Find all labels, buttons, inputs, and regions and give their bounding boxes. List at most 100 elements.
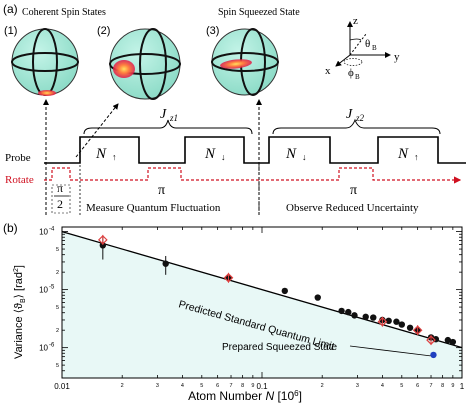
x-tick-label: 0.1 (256, 382, 268, 391)
spin-state-blob (113, 60, 135, 78)
y-axis-label: Variance ⟨ϑB⟩ [rad2] (13, 265, 27, 359)
sub-sql-region (62, 231, 462, 378)
arrow-down-2: ↓ (302, 152, 307, 162)
sphere-3 (211, 28, 279, 96)
data-point-black (314, 294, 321, 301)
pi-half-box (51, 184, 71, 214)
y-minor-label: 5 (56, 305, 59, 311)
observe-text: Observe Reduced Uncertainty (286, 202, 419, 214)
data-point-red (97, 235, 108, 245)
data-point-blue (430, 351, 437, 359)
probe-timing-line (44, 136, 466, 164)
data-point-black (406, 324, 414, 331)
pulse-label-1: N (95, 146, 107, 162)
brace-jz1 (83, 119, 253, 135)
probe-label: Probe (5, 152, 31, 164)
data-point-black (444, 336, 452, 344)
data-point-black (345, 308, 352, 316)
jz1-sub: z1 (169, 113, 178, 123)
jz2-label: J (346, 107, 353, 122)
y-tick-label: 10 (39, 286, 48, 295)
sql-line (61, 230, 463, 349)
axis-y-label: y (394, 51, 400, 63)
sphere-label-1: (1) (4, 25, 17, 37)
x-tick-label: 4 (181, 383, 184, 389)
data-point-black (449, 338, 457, 346)
x-tick-label: 4 (381, 383, 384, 389)
arrow-down-1: ↓ (221, 152, 226, 162)
pulse-label-2: N (204, 146, 216, 162)
jz1-label: J (160, 107, 167, 122)
data-point-black (370, 314, 377, 321)
y-tick-label: 10 (39, 344, 48, 353)
y-minor-label: 5 (56, 363, 59, 369)
x-tick-label: 6 (416, 383, 419, 389)
x-tick-label: 8 (241, 383, 244, 389)
rotate-label: Rotate (5, 174, 34, 186)
pi-half-den: 2 (57, 197, 63, 211)
panel-b-label: (b) (3, 221, 18, 235)
x-tick-label: 7 (429, 383, 432, 389)
phi-label: ϕ (348, 67, 354, 79)
spin-state-blob (38, 90, 56, 96)
x-tick-label: 1 (460, 382, 465, 391)
data-point-black (99, 242, 107, 249)
pulse-label-3: N (285, 146, 297, 162)
data-point-black (281, 287, 288, 295)
x-tick-label: 5 (400, 383, 403, 389)
x-tick-label: 8 (441, 383, 444, 389)
x-tick-label: 6 (216, 383, 219, 389)
data-point-red (223, 272, 234, 283)
data-point-red (426, 335, 436, 345)
pi-label-2: π (350, 183, 357, 198)
measure-text: Measure Quantum Fluctuation (86, 202, 221, 214)
data-point-red (412, 325, 423, 336)
theta-sub: B (372, 44, 377, 52)
axis-z-label: z (353, 15, 358, 27)
panel-a-label: (a) (3, 2, 18, 16)
x-tick-label: 0.01 (54, 382, 70, 391)
y-minor-label: 2 (56, 328, 59, 334)
x-tick-label: 5 (200, 383, 203, 389)
pulse-label-4: N (397, 146, 409, 162)
y-tick-exp: -5 (49, 285, 55, 291)
sphere-2 (109, 28, 181, 100)
y-tick-exp: -6 (49, 343, 55, 349)
rotate-timing-line (44, 167, 462, 184)
theta-label: θ (365, 38, 370, 50)
squeezed-state-blob (220, 59, 252, 69)
axis-x-label: x (325, 65, 331, 77)
data-point-red (377, 316, 388, 327)
sphere-label-2: (2) (97, 25, 110, 37)
x-tick-label: 3 (356, 383, 359, 389)
x-axis-label: Atom Number N [106] (188, 389, 302, 403)
y-minor-label: 5 (56, 247, 59, 253)
data-point-black (362, 313, 369, 321)
squeezed-pointer (349, 345, 431, 357)
brace-jz2 (272, 118, 441, 135)
y-tick-exp: -4 (49, 227, 55, 233)
squeezed-label: Prepared Squeezed State (222, 342, 338, 353)
arrow-up-1: ↑ (112, 152, 117, 162)
x-tick-label: 2 (121, 383, 124, 389)
sphere-1 (11, 28, 79, 96)
x-tick-label: 7 (229, 383, 232, 389)
sphere-label-3: (3) (206, 25, 219, 37)
data-point-black (393, 318, 400, 325)
x-tick-label: 3 (156, 383, 159, 389)
x-tick-label: 2 (321, 383, 324, 389)
y-minor-label: 2 (56, 270, 59, 276)
data-point-black (398, 321, 405, 328)
squeezed-title: Spin Squeezed State (218, 7, 300, 18)
pi-label-1: π (158, 183, 165, 198)
arrow-to-sphere-2 (75, 103, 119, 158)
jz2-sub: z2 (355, 113, 365, 123)
coordinate-axes: z y x θ B ϕ B (325, 15, 400, 81)
coherent-title: Coherent Spin States (22, 7, 106, 18)
arrow-up-2: ↑ (414, 152, 419, 162)
data-point-black (338, 307, 345, 315)
pi-half-num: π (57, 181, 63, 195)
x-tick-label: 9 (251, 383, 254, 389)
